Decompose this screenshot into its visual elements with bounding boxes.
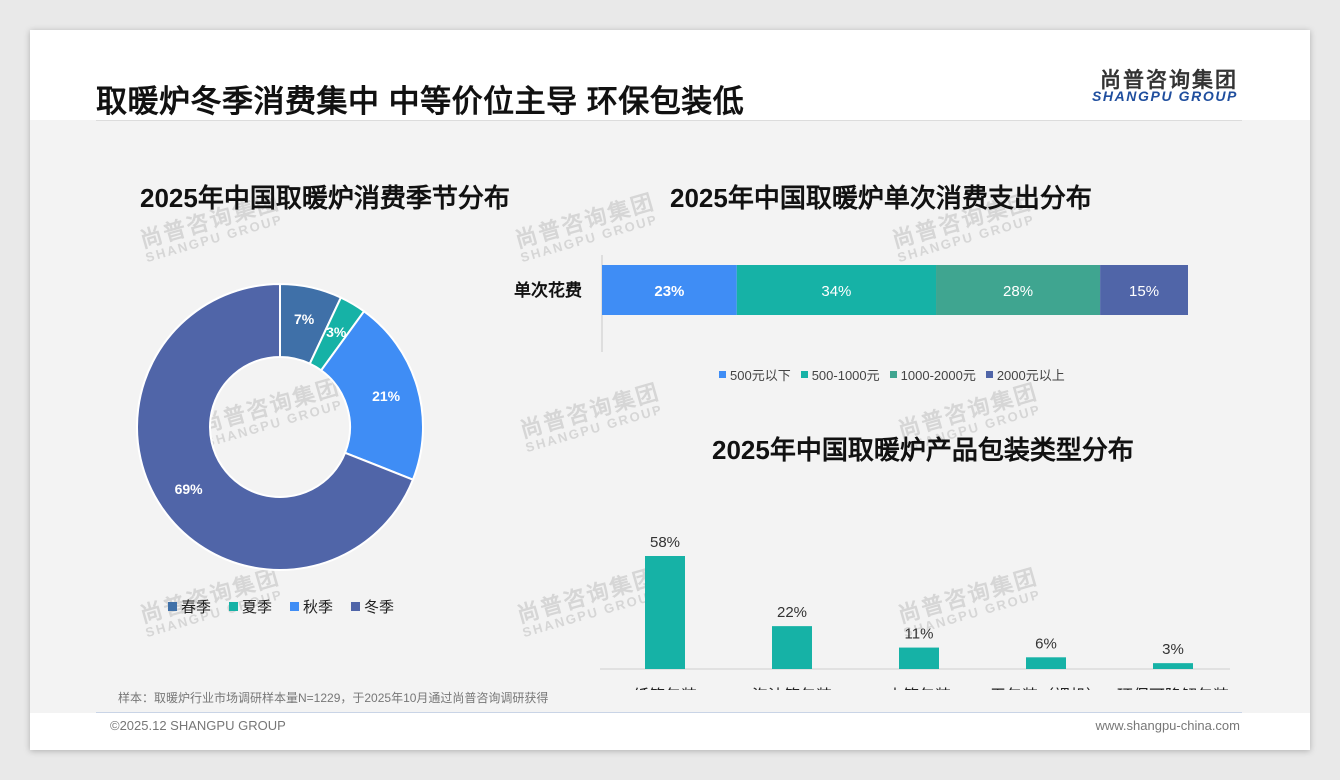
bar-value-label: 22%	[777, 604, 807, 621]
donut-label-autumn: 21%	[372, 388, 401, 404]
donut-label-winter: 69%	[175, 481, 204, 497]
bar-value-label: 11%	[905, 626, 934, 643]
copyright-text: ©2025.12 SHANGPU GROUP	[110, 718, 286, 733]
legend-swatch	[290, 602, 300, 611]
header-divider	[96, 120, 1242, 121]
sample-note: 样本：取暖炉行业市场调研样本量N=1229，于2025年10月通过尚普咨询调研获…	[118, 691, 549, 705]
legend-swatch	[351, 602, 361, 611]
logo-text-en: SHANGPU GROUP	[1091, 88, 1238, 104]
legend-swatch	[889, 371, 897, 378]
bar-category-label: 木箱包装	[887, 687, 951, 690]
bar-2	[772, 626, 812, 669]
spend-legend: 500元以下 500-1000元 1000-2000元 2000元以上	[719, 365, 1075, 384]
legend-swatch	[168, 602, 177, 611]
bar-1	[645, 556, 685, 669]
legend-swatch	[229, 602, 239, 611]
category-label: 单次花费	[514, 280, 582, 300]
donut-slice-winter	[136, 282, 415, 571]
bar-category-label: 无包装（裸机）	[990, 687, 1102, 690]
slide: 取暖炉冬季消费集中 中等价位主导 环保包装低 尚普咨询集团 SHANGPU GR…	[30, 30, 1310, 750]
bar-value-label: 58%	[650, 534, 680, 551]
page-title: 取暖炉冬季消费集中 中等价位主导 环保包装低	[96, 84, 745, 119]
legend-swatch	[800, 371, 808, 378]
footer-divider	[96, 712, 1242, 713]
legend-label: 500元以下	[730, 368, 791, 383]
bar-category-label: 纸箱包装	[633, 687, 697, 690]
spend-chart-title: 2025年中国取暖炉单次消费支出分布	[670, 183, 1092, 213]
season-legend: 春季 夏季 秋季 冬季	[168, 596, 412, 617]
logo-text-cn: 尚普咨询集团	[1100, 69, 1238, 92]
bar-category-label: 泡沫箱包装	[752, 687, 832, 690]
legend-label: 2000元以上	[996, 368, 1065, 383]
donut-slice-autumn	[319, 309, 424, 481]
legend-item-winter: 冬季	[351, 596, 394, 617]
bar-4	[1026, 657, 1066, 669]
stack-segment-3	[936, 265, 1101, 315]
legend-label: 秋季	[303, 599, 334, 616]
legend-item-spend-4: 2000元以上	[985, 365, 1065, 384]
stack-label-2: 34%	[821, 283, 851, 300]
legend-label: 夏季	[242, 599, 273, 616]
stack-segment-1	[602, 265, 737, 315]
legend-item-spend-2: 500-1000元	[800, 365, 880, 384]
legend-label: 冬季	[364, 599, 395, 616]
spend-stacked-bar-chart: 单次花费 23% 34% 28% 15%	[514, 255, 1188, 352]
stack-label-3: 28%	[1003, 283, 1033, 300]
legend-label: 500-1000元	[811, 368, 880, 383]
legend-label: 春季	[181, 599, 212, 616]
website-text: www.shangpu-china.com	[1095, 718, 1240, 733]
bar-category-label: 环保可降解包装	[1117, 687, 1229, 690]
header: 取暖炉冬季消费集中 中等价位主导 环保包装低 尚普咨询集团 SHANGPU GR…	[30, 30, 1310, 120]
stack-segment-2	[736, 265, 937, 315]
legend-swatch	[719, 371, 726, 378]
bar-value-label: 6%	[1035, 635, 1057, 652]
legend-item-spring: 春季	[168, 596, 211, 617]
donut-label-summer: 3%	[326, 324, 347, 340]
stack-label-4: 15%	[1129, 283, 1159, 300]
legend-label: 1000-2000元	[900, 368, 976, 383]
packaging-bar-chart: 58% 纸箱包装 22% 泡沫箱包装 11% 木箱包装 6% 无包装（裸机） 3% 环保可降解包装	[600, 534, 1230, 690]
bar-value-label: 3%	[1162, 641, 1184, 658]
packaging-chart-title: 2025年中国取暖炉产品包装类型分布	[712, 435, 1134, 465]
stack-segment-4	[1100, 265, 1188, 315]
stack-label-1: 23%	[654, 283, 684, 300]
bar-5	[1153, 663, 1193, 669]
legend-item-spend-1: 500元以下	[719, 365, 791, 384]
watermark: 尚普咨询集团 SHANGPU GROUP	[517, 378, 665, 456]
legend-item-summer: 夏季	[229, 596, 272, 617]
bar-3	[899, 647, 939, 669]
legend-item-spend-3: 1000-2000元	[889, 365, 976, 384]
watermark: 尚普咨询集团 SHANGPU GROUP	[512, 188, 660, 266]
legend-swatch	[985, 371, 993, 378]
footer: ©2025.12 SHANGPU GROUP www.shangpu-china…	[30, 713, 1310, 750]
donut-label-spring: 7%	[294, 311, 315, 327]
season-donut-chart: 7% 3% 21% 69%	[136, 282, 424, 571]
season-chart-title: 2025年中国取暖炉消费季节分布	[140, 183, 510, 213]
legend-item-autumn: 秋季	[290, 596, 333, 617]
